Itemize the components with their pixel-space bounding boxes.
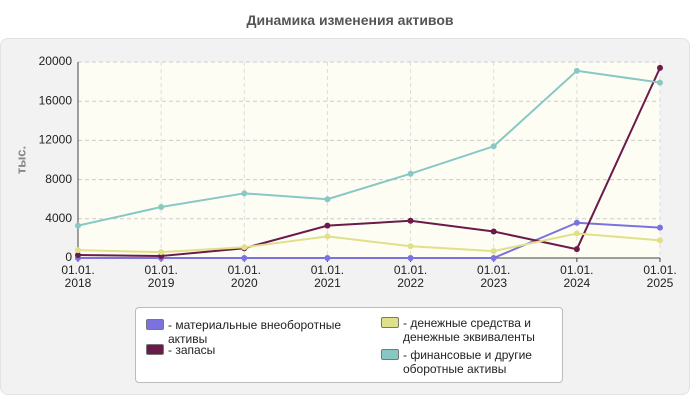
x-tick-label: 01.01. 2025	[643, 263, 677, 290]
x-tick-label: 01.01. 2020	[227, 263, 261, 290]
x-tick-label: 01.01. 2019	[144, 263, 178, 290]
data-point	[324, 233, 331, 240]
legend-swatch	[381, 349, 399, 360]
data-point	[490, 248, 497, 255]
legend-swatch	[381, 317, 399, 328]
x-tick-label: 01.01. 2023	[477, 263, 511, 290]
legend-label: - денежные средства и денежные эквивален…	[403, 316, 535, 344]
data-point	[490, 255, 497, 261]
chart-title: Динамика изменения активов	[246, 12, 454, 28]
legend-item: - финансовые и другие оборотные активы	[381, 348, 581, 376]
y-tick-label: 0	[65, 250, 72, 264]
legend-item: - денежные средства и денежные эквивален…	[381, 316, 581, 344]
data-point	[75, 222, 81, 229]
x-tick-label: 01.01. 2022	[393, 263, 428, 290]
legend-swatch	[146, 319, 164, 330]
legend-swatch	[146, 344, 164, 355]
data-point	[75, 252, 81, 259]
data-point	[407, 170, 414, 177]
data-point	[490, 143, 497, 150]
y-axis-label: тыс.	[13, 146, 28, 174]
data-point	[573, 67, 580, 74]
legend-item: - материальные внеоборотные активы	[146, 318, 346, 346]
data-point	[324, 196, 331, 203]
y-tick-label: 20000	[39, 54, 73, 68]
series-line	[77, 69, 661, 227]
legend: - материальные внеоборотные активы - запа…	[135, 307, 563, 383]
data-point	[573, 230, 580, 237]
data-point	[657, 237, 663, 244]
data-point	[158, 249, 165, 256]
data-point	[407, 217, 414, 224]
data-point	[75, 247, 81, 254]
y-tick-label: 4000	[45, 211, 72, 225]
series-line	[77, 232, 661, 254]
data-point	[407, 243, 414, 250]
x-tick-label: 01.01. 2018	[61, 263, 95, 290]
data-point	[241, 190, 248, 197]
plot-area	[78, 62, 660, 258]
y-tick-label: 12000	[39, 133, 73, 147]
x-tick-label: 01.01. 2024	[560, 263, 594, 290]
legend-label: - материальные внеоборотные активы	[168, 318, 341, 346]
data-point	[573, 219, 580, 226]
data-point	[241, 255, 248, 261]
y-tick-label: 16000	[39, 93, 73, 107]
data-point	[657, 224, 663, 231]
data-point	[158, 204, 165, 211]
data-point	[324, 222, 331, 229]
x-tick-label: 01.01. 2021	[310, 263, 345, 290]
data-point	[657, 64, 663, 71]
series-line	[77, 67, 661, 258]
data-point	[241, 244, 248, 251]
data-point	[657, 79, 663, 86]
legend-label: - запасы	[168, 343, 216, 357]
y-tick-label: 8000	[45, 172, 72, 186]
legend-label: - финансовые и другие оборотные активы	[403, 348, 532, 376]
data-point	[324, 255, 331, 261]
data-point	[407, 255, 414, 261]
data-point	[573, 246, 580, 253]
legend-item: - запасы	[146, 343, 346, 357]
data-point	[490, 228, 497, 235]
series-line	[78, 221, 661, 259]
